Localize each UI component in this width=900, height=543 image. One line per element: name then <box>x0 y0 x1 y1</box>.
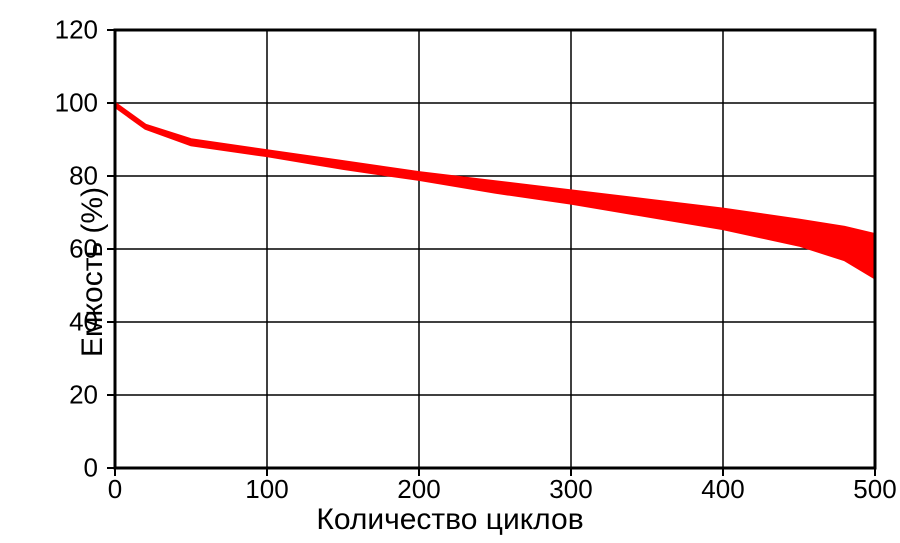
ytick-label: 60 <box>69 234 98 265</box>
ytick-label: 40 <box>69 307 98 338</box>
capacity-band <box>115 103 875 278</box>
chart-svg <box>0 0 900 543</box>
ytick-label: 0 <box>84 453 98 484</box>
capacity-curve-upper <box>115 103 875 234</box>
xtick-label: 100 <box>245 474 288 505</box>
capacity-curve-lower <box>115 107 875 279</box>
xtick-label: 400 <box>701 474 744 505</box>
ytick-label: 120 <box>55 15 98 46</box>
xtick-label: 300 <box>549 474 592 505</box>
x-axis-label: Количество циклов <box>316 503 583 537</box>
ytick-label: 100 <box>55 88 98 119</box>
xtick-label: 500 <box>853 474 896 505</box>
xtick-label: 0 <box>108 474 122 505</box>
chart-container: Емкость (%) Количество циклов 0204060801… <box>0 0 900 543</box>
xtick-label: 200 <box>397 474 440 505</box>
ytick-label: 20 <box>69 380 98 411</box>
ytick-label: 80 <box>69 161 98 192</box>
